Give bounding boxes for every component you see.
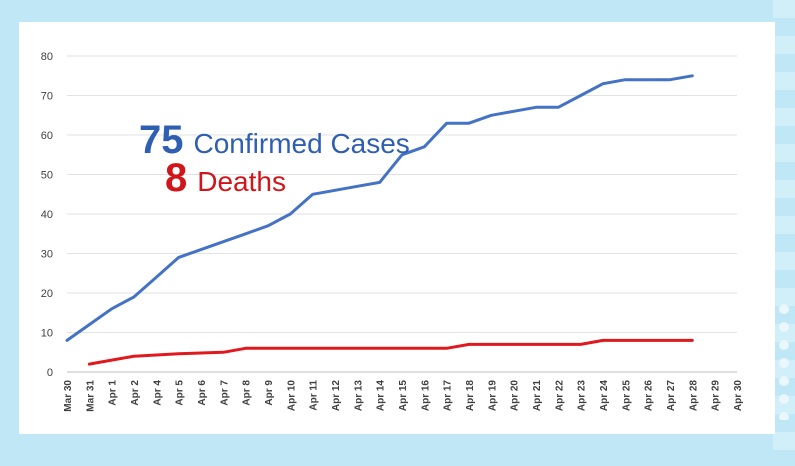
x-tick-label: Apr 20 — [510, 380, 521, 412]
x-tick-label: Mar 30 — [63, 380, 74, 412]
x-tick-label: Apr 22 — [554, 380, 565, 412]
x-tick-label: Apr 29 — [711, 380, 722, 412]
y-tick-label: 80 — [41, 51, 53, 63]
x-tick-label: Apr 6 — [197, 380, 208, 406]
chart-card: 0 10 20 30 40 50 60 70 80 Mar 30 Mar 31 Apr 1 Apr 2… — [19, 22, 775, 434]
x-tick-label: Apr 13 — [353, 380, 364, 412]
background-dots — [777, 300, 791, 420]
x-tick-label: Apr 2 — [130, 380, 141, 406]
x-tick-label: Apr 14 — [376, 380, 387, 412]
y-tick-label: 60 — [41, 130, 53, 142]
gridlines — [67, 55, 737, 373]
y-tick-label: 20 — [41, 288, 53, 300]
x-tick-label: Apr 30 — [733, 380, 744, 412]
x-tick-label: Apr 1 — [108, 380, 119, 406]
x-tick-label: Apr 28 — [688, 380, 699, 412]
line-chart: 0 10 20 30 40 50 60 70 80 Mar 30 Mar 31 Apr 1 Apr 2… — [41, 51, 744, 412]
confirmed-count: 75 — [139, 118, 184, 162]
x-tick-label: Apr 25 — [621, 380, 632, 412]
x-tick-label: Apr 15 — [398, 380, 409, 412]
x-tick-label: Apr 5 — [175, 380, 186, 406]
x-tick-label: Apr 24 — [599, 380, 610, 412]
x-tick-label: Apr 19 — [487, 380, 498, 412]
x-tick-label: Apr 27 — [666, 380, 677, 412]
x-tick-label: Apr 26 — [644, 380, 655, 412]
y-tick-label: 30 — [41, 249, 53, 261]
summary-annotation: 75 Confirmed Cases 8 Deaths — [139, 118, 410, 200]
x-tick-label: Apr 7 — [219, 380, 230, 406]
y-tick-label: 0 — [47, 367, 53, 379]
x-tick-label: Apr 4 — [152, 380, 163, 406]
series-line-1 — [87, 338, 694, 366]
x-tick-label: Apr 21 — [532, 380, 543, 412]
x-tick-label: Apr 18 — [465, 380, 476, 412]
x-tick-label: Apr 16 — [420, 380, 431, 412]
deaths-count: 8 — [165, 156, 188, 200]
x-tick-label: Mar 31 — [85, 380, 96, 412]
y-tick-label: 10 — [41, 328, 53, 340]
x-tick-label: Apr 8 — [242, 380, 253, 406]
x-tick-label: Apr 17 — [443, 380, 454, 412]
series-lines — [65, 74, 694, 366]
confirmed-label: Confirmed Cases — [193, 128, 410, 159]
x-tick-label: Apr 23 — [577, 380, 588, 412]
x-tick-label: Apr 9 — [264, 380, 275, 406]
x-axis: Mar 30 Mar 31 Apr 1 Apr 2 Apr 4 Apr 5 Apr 6 Apr… — [63, 380, 744, 412]
y-axis: 0 10 20 30 40 50 60 70 80 — [41, 51, 53, 379]
x-tick-label: Apr 11 — [309, 380, 320, 411]
x-tick-label: Apr 12 — [331, 380, 342, 412]
deaths-label: Deaths — [197, 166, 286, 197]
x-tick-label: Apr 10 — [286, 380, 297, 412]
series-line-0 — [65, 74, 694, 342]
y-tick-label: 50 — [41, 170, 53, 182]
y-tick-label: 70 — [41, 91, 53, 103]
y-tick-label: 40 — [41, 209, 53, 221]
